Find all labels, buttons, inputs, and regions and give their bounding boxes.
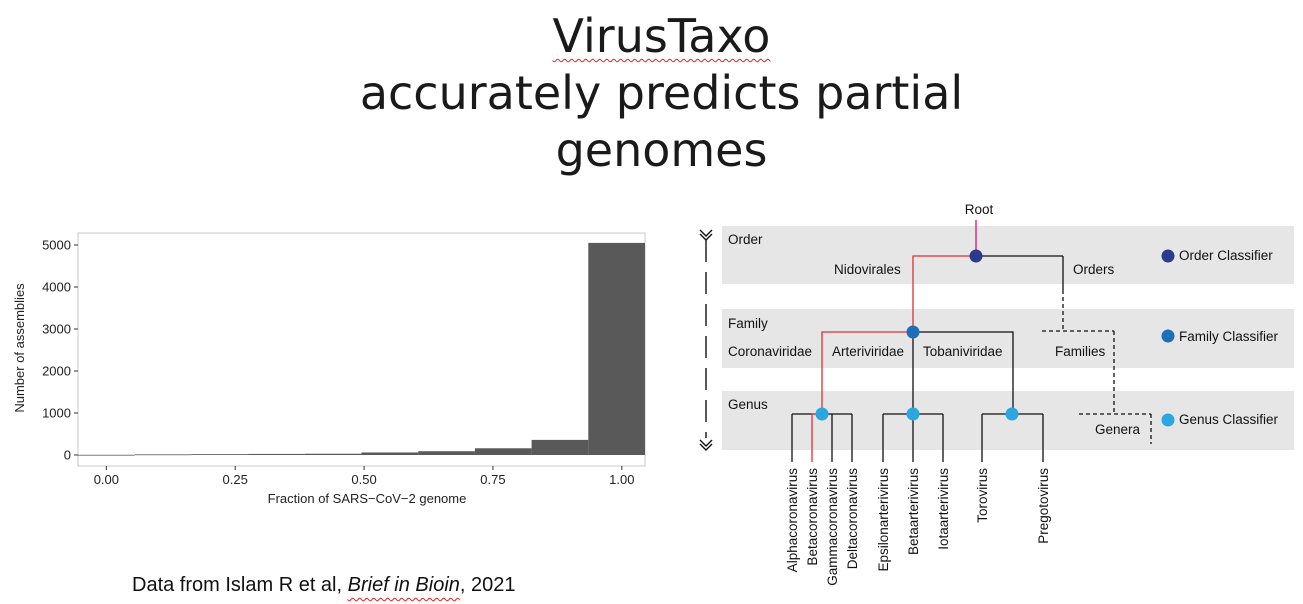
- genus-label-other: Genera: [1095, 422, 1141, 437]
- genus-leaf-label: Betacoronavirus: [805, 468, 820, 566]
- order-band: [722, 226, 1294, 284]
- genus-leaf-label: Epsilonarterivirus: [876, 468, 891, 572]
- x-tick-label: 0.50: [351, 472, 376, 487]
- x-tick-label: 1.00: [609, 472, 634, 487]
- level-label-family: Family: [728, 316, 768, 331]
- slide-title: VirusTaxo accurately predicts partial ge…: [0, 8, 1303, 179]
- genus-band: [722, 391, 1294, 450]
- genus-leaf-label: Pregotovirus: [1036, 468, 1051, 544]
- title-line2: genomes: [555, 123, 768, 177]
- hist-bar-2: [191, 454, 249, 455]
- genus-leaf-label: Torovirus: [975, 468, 990, 523]
- legend-order-swatch: [1161, 249, 1175, 263]
- genus-leaf-label: Gammacoronavirus: [825, 468, 840, 586]
- y-tick-label: 4000: [42, 280, 71, 295]
- y-tick-label: 5000: [42, 238, 71, 253]
- legend-order-label: Order Classifier: [1179, 248, 1273, 263]
- x-tick-label: 0.00: [94, 472, 119, 487]
- family-label-other: Families: [1055, 344, 1106, 359]
- caption-suffix: , 2021: [459, 574, 516, 596]
- root-label: Root: [965, 202, 994, 217]
- family-label-coronaviridae: Coronaviridae: [728, 344, 812, 359]
- level-label-order: Order: [728, 232, 763, 247]
- hist-bar-0: [78, 454, 135, 456]
- level-label-genus: Genus: [728, 397, 768, 412]
- genus-leaf-label: Alphacoronavirus: [785, 468, 800, 573]
- family-label-tobaniviridae: Tobaniviridae: [923, 344, 1003, 359]
- family-band: [722, 309, 1294, 368]
- hist-bar-8: [531, 439, 589, 455]
- legend-family-swatch: [1161, 329, 1175, 343]
- level-arrow: [699, 229, 713, 451]
- genus-leaf-label: Betaarterivirus: [906, 468, 921, 555]
- caption-journal: Brief in Bioin: [347, 574, 460, 596]
- hist-bar-9: [588, 242, 645, 455]
- hist-bar-3: [248, 453, 305, 455]
- genus-leaf-label: Deltacoronavirus: [845, 468, 860, 570]
- y-axis-label: Number of assemblies: [12, 283, 27, 413]
- legend-genus-swatch: [1161, 413, 1175, 427]
- y-tick-label: 0: [64, 448, 71, 463]
- legend-family-label: Family Classifier: [1179, 329, 1279, 344]
- hist-bar-6: [418, 451, 475, 455]
- hist-bar-1: [134, 454, 192, 456]
- y-tick-label: 1000: [42, 406, 71, 421]
- hist-bar-5: [361, 452, 419, 455]
- genus-edges: [791, 413, 1044, 462]
- family-classifier-node: [906, 325, 920, 339]
- family-edges: [821, 331, 1152, 444]
- taxonomy-tree-diagram: Order Family Genus Root: [699, 202, 1294, 586]
- y-tick-label: 2000: [42, 364, 71, 379]
- plot-frame: [77, 232, 646, 467]
- histogram-chart: 0 1000 2000 3000 4000 5000 0.00 0.25 0.50 0.75 1.…: [12, 232, 646, 506]
- title-rest: accurately predicts partial: [359, 66, 964, 120]
- genus-classifier-node-arteri: [906, 407, 920, 421]
- genus-leaf-label: Iotaarterivirus: [936, 468, 951, 550]
- y-tick-label: 3000: [42, 322, 71, 337]
- order-label-other: Orders: [1073, 262, 1115, 277]
- caption-prefix: Data from Islam R et al,: [132, 574, 348, 596]
- x-tick-label: 0.75: [480, 472, 505, 487]
- citation-caption: Data from Islam R et al, Brief in Bioin,…: [132, 574, 516, 597]
- genus-classifier-node-tobani: [1005, 407, 1019, 421]
- hist-bar-4: [304, 453, 362, 455]
- title-virustaxo: VirusTaxo: [552, 9, 771, 63]
- classifier-legend: Order Classifier Family Classifier Genus…: [1161, 248, 1279, 427]
- order-edges: [912, 255, 1114, 332]
- legend-genus-label: Genus Classifier: [1179, 412, 1279, 427]
- hist-bar-7: [474, 448, 532, 455]
- genus-classifier-node-corona: [815, 407, 829, 421]
- order-label-nidovirales: Nidovirales: [834, 262, 901, 277]
- order-classifier-node: [969, 249, 983, 263]
- family-label-arteriviridae: Arteriviridae: [832, 344, 904, 359]
- x-axis-label: Fraction of SARS−CoV−2 genome: [268, 491, 467, 506]
- x-tick-label: 0.25: [223, 472, 248, 487]
